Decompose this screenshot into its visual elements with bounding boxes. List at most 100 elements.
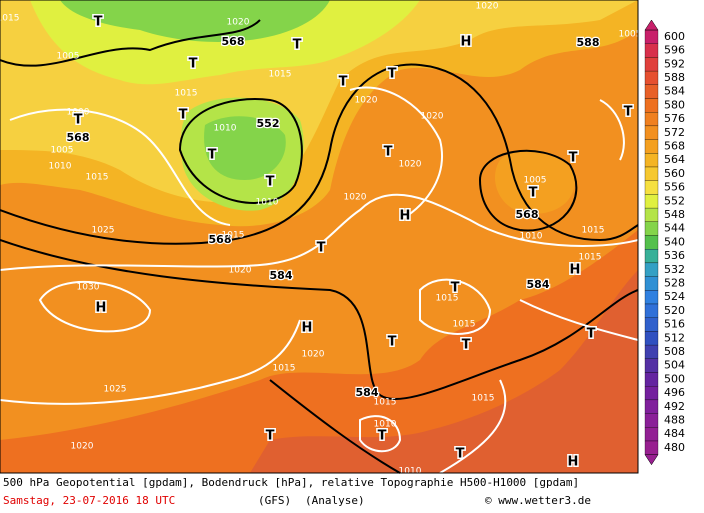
map-label: H bbox=[461, 35, 472, 50]
map-label: 568 bbox=[222, 35, 245, 48]
map-label: 1015 bbox=[472, 394, 495, 404]
colorbar-label: 508 bbox=[664, 345, 685, 358]
map-label: T bbox=[451, 281, 460, 296]
map-label: 588 bbox=[577, 36, 600, 49]
colorbar-label: 596 bbox=[664, 44, 685, 57]
colorbar-label: 480 bbox=[664, 441, 685, 454]
colorbar-swatch bbox=[644, 290, 659, 305]
map-label: 1020 bbox=[476, 2, 499, 12]
map-label: T bbox=[74, 113, 83, 128]
map-label: 584 bbox=[270, 269, 293, 282]
map-label: T bbox=[384, 145, 393, 160]
colorbar-label: 488 bbox=[664, 413, 685, 426]
map-label: 1020 bbox=[227, 18, 250, 28]
map-label: 1020 bbox=[344, 193, 367, 203]
colorbar-label: 572 bbox=[664, 126, 685, 139]
map-label: 584 bbox=[356, 386, 379, 399]
map-label: T bbox=[529, 186, 538, 201]
map-label: H bbox=[96, 301, 107, 316]
map-label: T bbox=[339, 75, 348, 90]
colorbar-label: 500 bbox=[664, 372, 685, 385]
footer-model: (GFS) bbox=[258, 494, 291, 507]
colorbar: 6005965925885845805765725685645605565525… bbox=[644, 19, 685, 466]
map-label: 1015 bbox=[86, 173, 109, 183]
colorbar-swatch bbox=[644, 262, 659, 277]
colorbar-swatch bbox=[644, 358, 659, 373]
map-labels: 1015T10201020568TH58810051005T1015TT1015… bbox=[0, 2, 641, 477]
colorbar-swatch bbox=[644, 139, 659, 154]
colorbar-label: 524 bbox=[664, 290, 685, 303]
footer-description: 500 hPa Geopotential [gpdam], Bodendruck… bbox=[3, 476, 579, 489]
map-label: 1015 bbox=[222, 231, 245, 241]
map-label: 1025 bbox=[104, 385, 127, 395]
colorbar-label: 600 bbox=[664, 30, 685, 43]
map-label: 1020 bbox=[421, 112, 444, 122]
map-label: H bbox=[400, 209, 411, 224]
map-label: 1015 bbox=[269, 70, 292, 80]
map-label: 1005 bbox=[57, 52, 80, 62]
colorbar-label: 540 bbox=[664, 235, 685, 248]
map-label: 1020 bbox=[71, 442, 94, 452]
map-label: 1015 bbox=[0, 14, 19, 24]
map-label: 1010 bbox=[214, 124, 237, 134]
colorbar-label: 568 bbox=[664, 139, 685, 152]
map-label: T bbox=[179, 108, 188, 123]
map-label: T bbox=[208, 148, 217, 163]
colorbar-label: 496 bbox=[664, 386, 685, 399]
colorbar-label: 484 bbox=[664, 427, 685, 440]
map-label: 1015 bbox=[453, 320, 476, 330]
colorbar-label: 532 bbox=[664, 263, 685, 276]
map-label: T bbox=[388, 335, 397, 350]
contours bbox=[0, 19, 639, 474]
colorbar-label: 584 bbox=[664, 85, 685, 98]
map-label: T bbox=[293, 38, 302, 53]
map-label: T bbox=[569, 151, 578, 166]
colorbar-label: 580 bbox=[664, 98, 685, 111]
colorbar-swatch bbox=[644, 427, 659, 442]
map-label: T bbox=[388, 67, 397, 82]
map-label: T bbox=[456, 447, 465, 462]
colorbar-swatch bbox=[644, 153, 659, 168]
colorbar-swatch bbox=[644, 29, 659, 44]
map-label: 1005 bbox=[51, 146, 74, 156]
footer-date: Samstag, 23-07-2016 18 UTC bbox=[3, 494, 175, 507]
map-label: 568 bbox=[67, 131, 90, 144]
colorbar-label: 512 bbox=[664, 331, 685, 344]
map-label: 1020 bbox=[302, 350, 325, 360]
colorbar-swatch bbox=[644, 344, 659, 359]
map-label: H bbox=[568, 455, 579, 470]
colorbar-swatch bbox=[644, 166, 659, 181]
colorbar-swatch bbox=[644, 70, 659, 85]
map-label: T bbox=[266, 429, 275, 444]
map-label: T bbox=[462, 338, 471, 353]
colorbar-swatch bbox=[644, 399, 659, 414]
colorbar-label: 556 bbox=[664, 181, 685, 194]
colorbar-label: 548 bbox=[664, 208, 685, 221]
colorbar-label: 516 bbox=[664, 318, 685, 331]
map-label: T bbox=[317, 241, 326, 256]
colorbar-swatch bbox=[644, 84, 659, 99]
colorbar-label: 536 bbox=[664, 249, 685, 262]
map-label: 1000 bbox=[67, 108, 90, 118]
map-label: 1015 bbox=[579, 253, 602, 263]
map-label: 1015 bbox=[582, 226, 605, 236]
footer-credit: © www.wetter3.de bbox=[485, 494, 591, 507]
colorbar-swatch bbox=[644, 180, 659, 195]
map-label: 1025 bbox=[92, 226, 115, 236]
colorbar-swatch bbox=[644, 112, 659, 127]
map-label: T bbox=[587, 327, 596, 342]
colorbar-label: 588 bbox=[664, 71, 685, 84]
map-label: 1030 bbox=[77, 283, 100, 293]
map-label: 552 bbox=[257, 117, 280, 130]
map-label: 1015 bbox=[273, 364, 296, 374]
map-label: 1015 bbox=[374, 398, 397, 408]
colorbar-swatch bbox=[644, 125, 659, 140]
map-label: 1015 bbox=[436, 294, 459, 304]
colorbar-label: 560 bbox=[664, 167, 685, 180]
colorbar-swatch bbox=[644, 303, 659, 318]
colorbar-swatch bbox=[644, 331, 659, 346]
map-label: T bbox=[94, 15, 103, 30]
map-label: T bbox=[266, 175, 275, 190]
colorbar-swatch bbox=[644, 207, 659, 222]
